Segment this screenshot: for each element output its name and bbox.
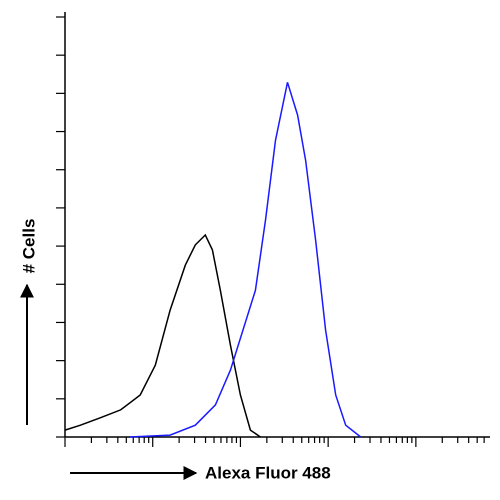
histogram-line bbox=[64, 233, 261, 438]
x-axis-label: Alexa Fluor 488 bbox=[205, 463, 331, 482]
y-axis-label: # Cells bbox=[19, 219, 38, 274]
histogram-line bbox=[129, 82, 362, 438]
